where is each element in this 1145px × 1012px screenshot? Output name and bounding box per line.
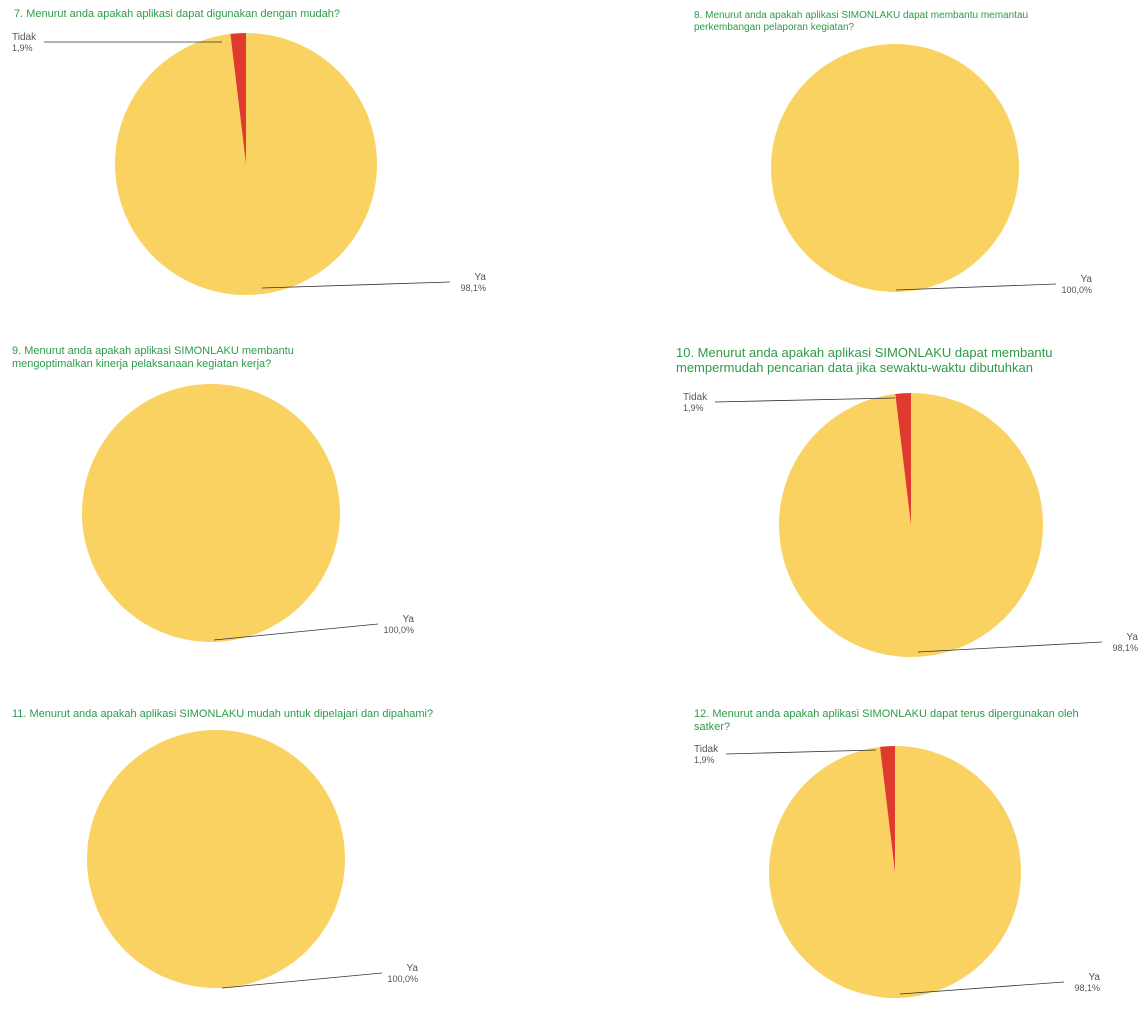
slice-label-ya: Ya <box>1081 274 1093 285</box>
slice-label-ya: Ya <box>1089 972 1101 983</box>
leader-line-ya <box>899 981 1065 995</box>
pie-slice-ya <box>115 33 378 295</box>
slice-label-ya: Ya <box>475 272 487 283</box>
slice-label-tidak: Tidak <box>12 32 37 43</box>
slice-label-tidak: Tidak <box>683 392 708 403</box>
leader-line-ya <box>261 281 451 289</box>
pie-slice-ya <box>778 393 1043 658</box>
slice-percent-ya: 100,0% <box>387 974 418 984</box>
chart-title: 9. Menurut anda apakah aplikasi SIMONLAK… <box>12 345 294 370</box>
pie-slice-tidak <box>879 746 895 872</box>
slice-label-tidak: Tidak <box>694 744 719 755</box>
leader-line-ya <box>221 972 383 989</box>
slice-label-ya: Ya <box>407 963 419 974</box>
slice-percent-ya: 98,1% <box>1074 983 1100 993</box>
slice-percent-ya: 98,1% <box>1112 643 1138 653</box>
slice-percent-ya: 98,1% <box>460 283 486 293</box>
pie-slice-tidak <box>895 393 911 525</box>
slice-percent-tidak: 1,9% <box>12 43 33 53</box>
slice-label-ya: Ya <box>403 614 415 625</box>
pie-slice-ya <box>82 384 340 642</box>
chart-title: 8. Menurut anda apakah aplikasi SIMONLAK… <box>694 10 1029 33</box>
chart-title: 7. Menurut anda apakah aplikasi dapat di… <box>14 8 340 20</box>
pie-slice-tidak <box>230 33 246 164</box>
leader-line-tidak <box>725 749 877 755</box>
leader-line-ya <box>213 623 379 641</box>
chart-title: 10. Menurut anda apakah aplikasi SIMONLA… <box>676 345 1053 375</box>
pie-slice-ya <box>771 44 1019 292</box>
slice-percent-tidak: 1,9% <box>683 403 704 413</box>
slice-label-ya: Ya <box>1127 632 1139 643</box>
slice-percent-ya: 100,0% <box>383 625 414 635</box>
pie-slice-ya <box>768 746 1021 999</box>
leader-line-ya <box>917 641 1103 653</box>
pie-slice-ya <box>87 730 345 988</box>
slice-percent-tidak: 1,9% <box>694 755 715 765</box>
leader-line-tidak <box>714 397 896 403</box>
leader-line-ya <box>895 283 1057 291</box>
slice-percent-ya: 100,0% <box>1061 285 1092 295</box>
chart-title: 11. Menurut anda apakah aplikasi SIMONLA… <box>12 708 434 720</box>
chart-title: 12. Menurut anda apakah aplikasi SIMONLA… <box>694 708 1079 733</box>
